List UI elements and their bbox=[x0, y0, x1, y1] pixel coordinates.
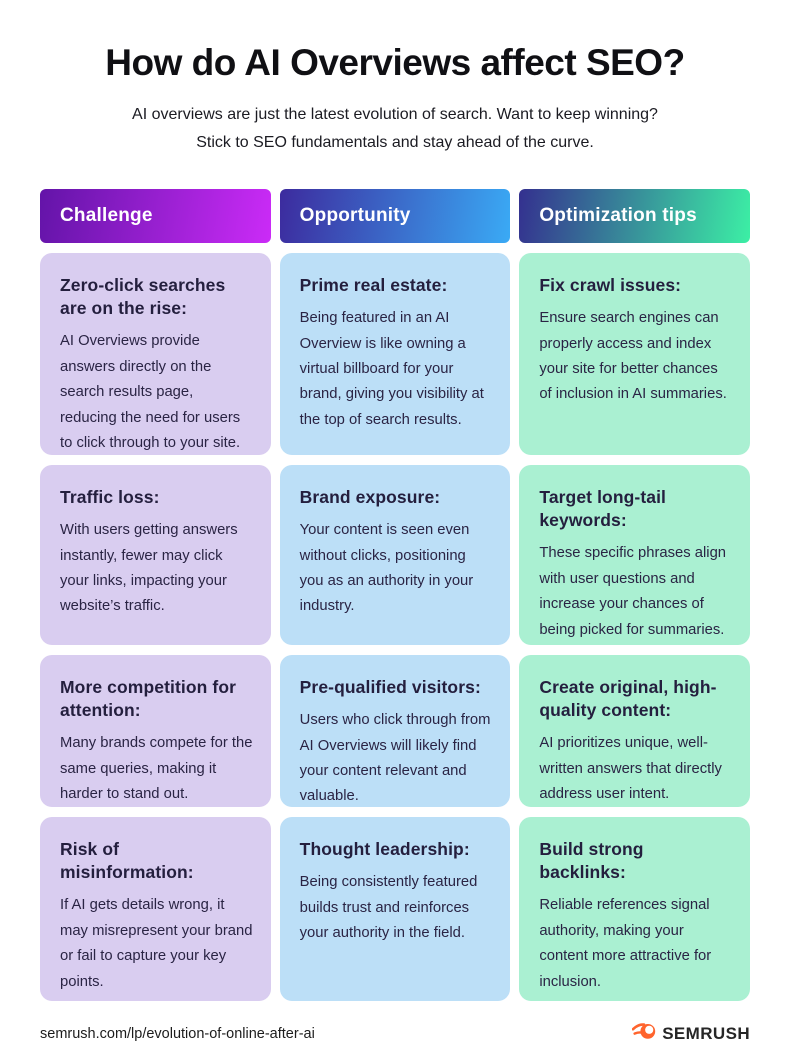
card-title: Brand exposure: bbox=[299, 487, 441, 507]
card-title: Pre-qualified visitors: bbox=[299, 677, 481, 697]
card-opportunity-1: Prime real estate: Being featured in an … bbox=[279, 253, 511, 455]
card-challenge-2: Traffic loss: With users getting answers… bbox=[40, 465, 271, 645]
card-optimization-4: Build strong backlinks: Reliable referen… bbox=[519, 817, 750, 1001]
cards-grid: Challenge Opportunity Optimization tips … bbox=[40, 189, 750, 1001]
header: How do AI Overviews affect SEO? AI overv… bbox=[40, 42, 750, 157]
card-body: With users getting answers instantly, fe… bbox=[60, 522, 238, 615]
card-title: More competition for attention: bbox=[60, 677, 237, 721]
card-body: Being consistently featured builds trust… bbox=[299, 874, 478, 941]
footer-url-link[interactable]: semrush.com/lp/evolution-of-online-after… bbox=[40, 1026, 315, 1042]
card-title: Risk of misinformation: bbox=[60, 839, 194, 883]
card-challenge-4: Risk of misinformation: If AI gets detai… bbox=[40, 817, 271, 1001]
card-opportunity-4: Thought leadership: Being consistently f… bbox=[279, 817, 511, 1001]
column-header-opportunity: Opportunity bbox=[279, 189, 511, 243]
card-body: If AI gets details wrong, it may misrepr… bbox=[60, 897, 253, 990]
card-body: AI prioritizes unique, well-written answ… bbox=[539, 735, 722, 803]
card-title: Target long-tail keywords: bbox=[539, 487, 667, 531]
card-body: Ensure search engines can properly acces… bbox=[539, 310, 727, 403]
subtitle-line-2: Stick to SEO fundamentals and stay ahead… bbox=[196, 134, 594, 151]
card-title: Zero-click searches are on the rise: bbox=[60, 275, 226, 319]
column-header-challenge: Challenge bbox=[40, 189, 271, 243]
card-optimization-1: Fix crawl issues: Ensure search engines … bbox=[519, 253, 750, 455]
card-challenge-1: Zero-click searches are on the rise: AI … bbox=[40, 253, 271, 455]
card-title: Thought leadership: bbox=[299, 839, 470, 859]
card-body: Reliable references signal authority, ma… bbox=[539, 897, 712, 990]
card-title: Create original, high-quality content: bbox=[539, 677, 717, 721]
card-opportunity-3: Pre-qualified visitors: Users who click … bbox=[279, 655, 511, 807]
page-title: How do AI Overviews affect SEO? bbox=[105, 42, 685, 83]
card-body: Many brands compete for the same queries… bbox=[60, 735, 253, 803]
card-optimization-2: Target long-tail keywords: These specifi… bbox=[519, 465, 750, 645]
card-title: Fix crawl issues: bbox=[539, 275, 682, 295]
card-opportunity-2: Brand exposure: Your content is seen eve… bbox=[279, 465, 511, 645]
card-title: Traffic loss: bbox=[60, 487, 160, 507]
semrush-flame-icon bbox=[631, 1022, 656, 1046]
card-body: Users who click through from AI Overview… bbox=[299, 712, 491, 805]
card-body: AI Overviews provide answers directly on… bbox=[60, 333, 241, 451]
footer: semrush.com/lp/evolution-of-online-after… bbox=[40, 1022, 750, 1046]
card-optimization-3: Create original, high-quality content: A… bbox=[519, 655, 750, 807]
card-body: These specific phrases align with user q… bbox=[539, 545, 727, 638]
card-body: Being featured in an AI Overview is like… bbox=[299, 310, 484, 428]
card-body: Your content is seen even without clicks… bbox=[299, 522, 474, 615]
semrush-logo: SEMRUSH bbox=[631, 1022, 750, 1046]
card-title: Build strong backlinks: bbox=[539, 839, 644, 883]
subtitle-line-1: AI overviews are just the latest evoluti… bbox=[132, 106, 658, 123]
column-header-optimization: Optimization tips bbox=[519, 189, 750, 243]
card-challenge-3: More competition for attention: Many bra… bbox=[40, 655, 271, 807]
semrush-wordmark: SEMRUSH bbox=[662, 1024, 750, 1043]
card-title: Prime real estate: bbox=[299, 275, 448, 295]
page-subtitle: AI overviews are just the latest evoluti… bbox=[40, 101, 750, 157]
